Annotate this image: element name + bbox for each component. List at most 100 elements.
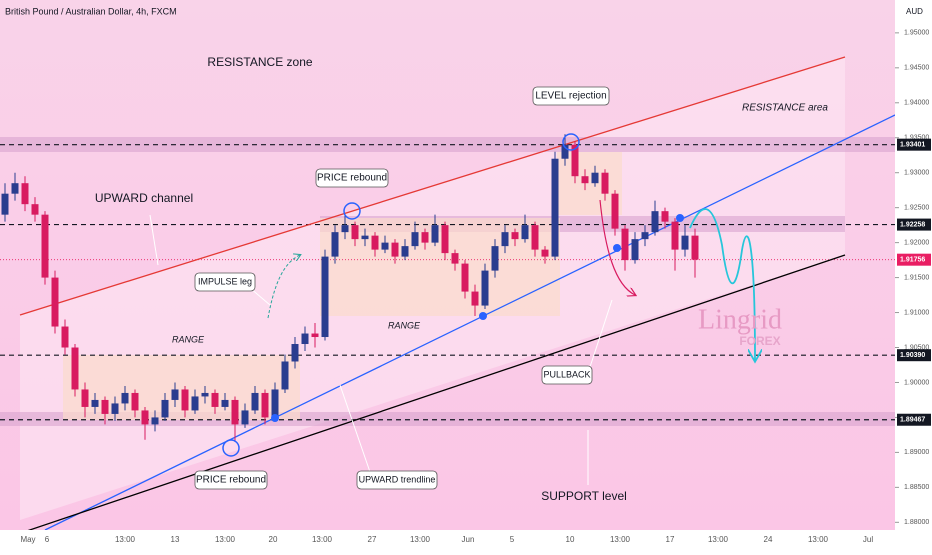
channel-top	[19, 56, 846, 316]
candle-body	[211, 392, 219, 407]
impulse-arrow	[267, 255, 300, 319]
candle-body	[621, 228, 629, 261]
label-box	[356, 470, 438, 490]
symbol-title: British Pound / Australian Dollar, 4h, F…	[5, 6, 177, 16]
level-label: 1.89467	[900, 417, 925, 424]
annotation: PRICE rebound	[196, 475, 266, 486]
annotation: RANGE	[172, 334, 205, 344]
annotation: RESISTANCE zone	[207, 55, 312, 69]
label-box	[541, 365, 593, 385]
x-tick-label: Jun	[462, 535, 475, 544]
candle-body	[341, 225, 349, 233]
candle-body	[291, 344, 299, 362]
x-tick-label: Jul	[863, 535, 873, 544]
candle-body	[161, 399, 169, 418]
candle-body	[251, 392, 259, 411]
range-box	[557, 152, 622, 215]
level-label: 1.91756	[900, 257, 925, 264]
annotation: RANGE	[388, 320, 421, 330]
candle-body	[191, 396, 199, 411]
level-lines	[0, 144, 895, 421]
candle-body	[71, 347, 79, 390]
candle-body	[331, 232, 339, 257]
annotation: IMPULSE leg	[198, 276, 252, 286]
candle-body	[351, 225, 359, 240]
candle-body	[1, 193, 9, 215]
candle-body	[541, 249, 549, 257]
candle-body	[241, 410, 249, 425]
candle-body	[511, 232, 519, 240]
x-tick-label: 13:00	[808, 535, 829, 544]
level-label: 1.92258	[900, 221, 925, 228]
candle-body	[131, 392, 139, 411]
y-tick-label: 1.94000	[904, 100, 929, 107]
upward-trendline	[44, 114, 896, 531]
candle-body	[471, 291, 479, 306]
level-tag	[897, 349, 931, 362]
x-tick-label: 13:00	[115, 535, 136, 544]
candle-body	[571, 144, 579, 177]
candle-body	[691, 235, 699, 260]
candle-body	[121, 392, 129, 404]
candle-body	[41, 214, 49, 278]
x-tick-label: 10	[566, 535, 575, 544]
x-tick-label: 13:00	[410, 535, 431, 544]
y-tick-label: 1.89000	[904, 449, 929, 456]
price-axis	[895, 0, 932, 550]
candle-body	[611, 193, 619, 229]
x-tick-label: 6	[45, 535, 50, 544]
marker-circle	[562, 133, 580, 151]
y-tick-label: 1.90500	[904, 344, 929, 351]
candle-body	[451, 253, 459, 264]
candle-body	[561, 144, 569, 159]
candle-body	[21, 183, 29, 205]
level-label: 1.90390	[900, 352, 925, 359]
candle-body	[181, 389, 189, 411]
candle-body	[371, 235, 379, 250]
level-tag	[897, 138, 931, 151]
annotation: LEVEL rejection	[535, 91, 606, 102]
annotation: UPWARD trendline	[359, 474, 436, 484]
candle-body	[271, 389, 279, 418]
candle-body	[81, 389, 89, 407]
candle-body	[671, 221, 679, 250]
candle-body	[521, 225, 529, 240]
candle-body	[591, 172, 599, 184]
candles	[1, 134, 699, 442]
candle-body	[411, 232, 419, 247]
x-tick-label: May	[20, 535, 35, 544]
candle-body	[171, 389, 179, 400]
y-tick-label: 1.91000	[904, 309, 929, 316]
annotation: UPWARD channel	[95, 191, 193, 205]
x-tick-label: 13:00	[312, 535, 333, 544]
candle-body	[421, 232, 429, 243]
candle-body	[101, 399, 109, 414]
watermark: Lingrid FOREX	[698, 304, 782, 348]
marker-circle	[343, 202, 361, 220]
label-box	[532, 86, 610, 106]
x-tick-label: 27	[368, 535, 377, 544]
y-tick-label: 1.93000	[904, 170, 929, 177]
candle-body	[381, 242, 389, 250]
level-label: 1.93401	[900, 142, 925, 149]
x-tick-label: 17	[666, 535, 675, 544]
label-box	[194, 470, 268, 490]
candle-body	[201, 392, 209, 397]
projection-path	[689, 208, 755, 360]
candle-body	[631, 239, 639, 261]
annotation: RESISTANCE area	[742, 103, 828, 114]
pointer	[589, 299, 613, 368]
y-tick-label: 1.90000	[904, 379, 929, 386]
candle-body	[431, 225, 439, 243]
resistance-band	[0, 137, 895, 152]
candle-body	[491, 246, 499, 271]
level-tag	[897, 253, 931, 266]
candle-body	[441, 225, 449, 254]
range-box	[320, 218, 560, 316]
candle-body	[661, 211, 669, 222]
channel-bottom	[0, 254, 846, 541]
candle-body	[221, 399, 229, 407]
x-tick-label: 13	[171, 535, 180, 544]
y-tick-label: 1.92000	[904, 239, 929, 246]
